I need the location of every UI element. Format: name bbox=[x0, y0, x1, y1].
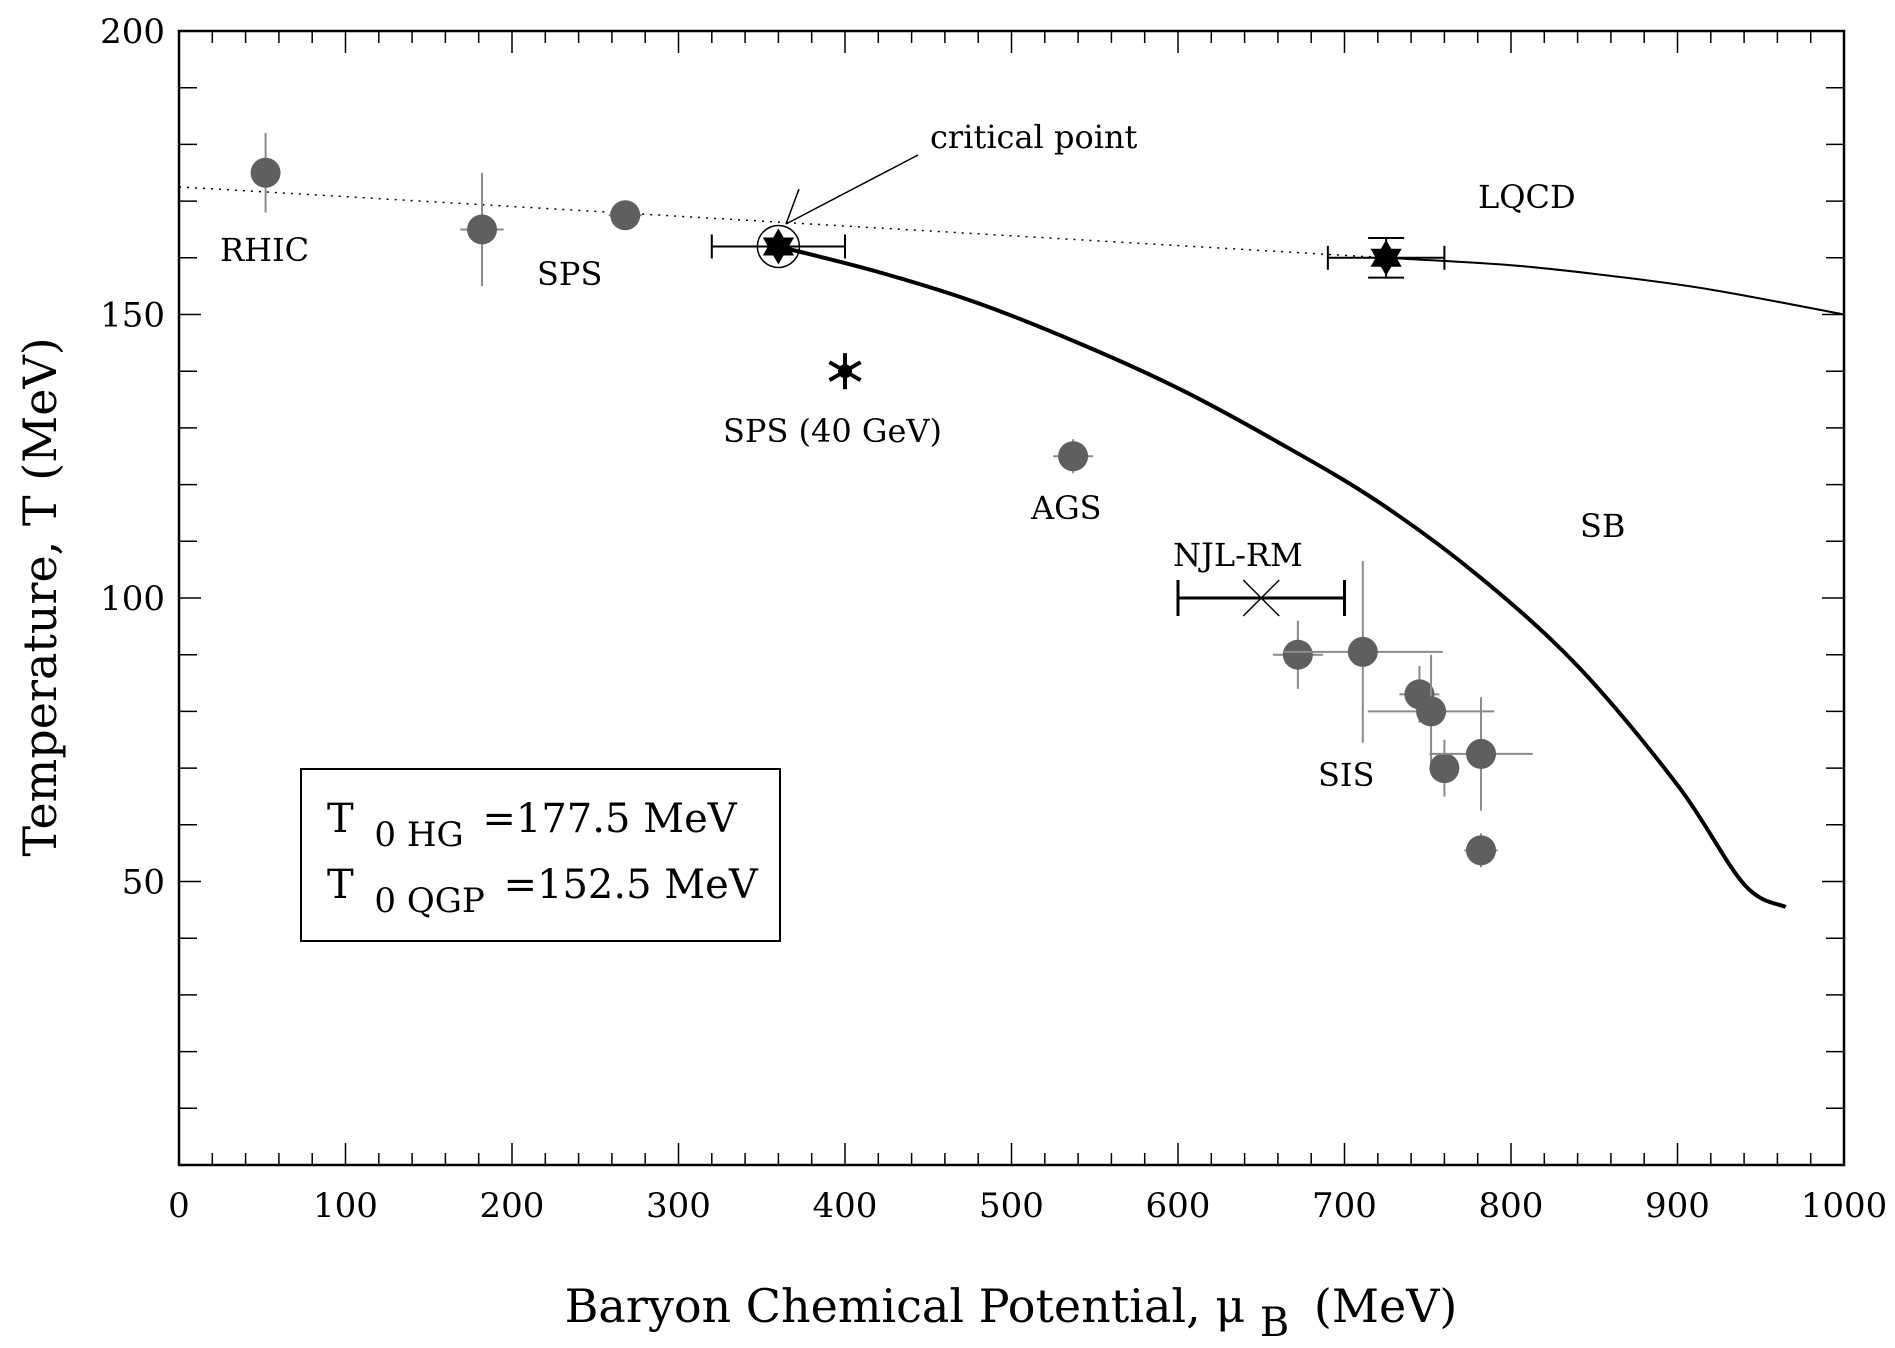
freezeout-point bbox=[1429, 753, 1460, 784]
label-sb: SB bbox=[1580, 507, 1625, 545]
tick-labels: 0 100 200 300 400 500 600 700 800 900 1000 50 100 150… bbox=[100, 12, 1887, 1226]
y-tick-label: 200 bbox=[100, 12, 165, 52]
critical-point-star bbox=[762, 237, 794, 265]
freezeout-point bbox=[1282, 639, 1313, 670]
freezeout-point bbox=[1416, 696, 1447, 727]
x-tick-label: 200 bbox=[480, 1186, 545, 1226]
label-ags: AGS bbox=[1030, 489, 1102, 527]
x-tick-label: 100 bbox=[313, 1186, 378, 1226]
plot-frame bbox=[177, 29, 1846, 1167]
y-tick-label: 150 bbox=[100, 296, 165, 336]
critical-point-star bbox=[1370, 248, 1402, 276]
y-tick-label: 50 bbox=[122, 863, 165, 903]
label-njl: NJL-RM bbox=[1173, 536, 1303, 574]
label-rhic: RHIC bbox=[220, 231, 309, 269]
critical-point-circle bbox=[756, 224, 801, 269]
freezeout-point bbox=[250, 157, 281, 188]
critical-point-arrow bbox=[785, 154, 919, 225]
x-axis-title: Baryon Chemical Potential, μ B (MeV) bbox=[565, 1279, 1458, 1347]
curves bbox=[178, 186, 1845, 909]
freezeout-points bbox=[250, 133, 1533, 868]
freezeout-point bbox=[1058, 441, 1089, 472]
y-tick-label: 100 bbox=[100, 579, 165, 619]
freezeout-point bbox=[1347, 636, 1378, 667]
x-tick-label: 400 bbox=[813, 1186, 878, 1226]
axis-ticks bbox=[178, 31, 1845, 1165]
freezeout-point bbox=[1466, 835, 1497, 866]
njl-rm-cross bbox=[1242, 579, 1280, 617]
lqcd-curve bbox=[1386, 256, 1845, 316]
sps40-asterisk-center bbox=[838, 364, 852, 379]
x-tick-label: 900 bbox=[1645, 1186, 1710, 1226]
legend: T 0 HG =177.5 MeV T 0 QGP =152.5 MeV bbox=[300, 768, 781, 942]
x-tick-label: 1000 bbox=[1801, 1186, 1888, 1226]
x-tick-label: 600 bbox=[1146, 1186, 1211, 1226]
freezeout-point bbox=[610, 200, 641, 231]
label-sps: SPS bbox=[537, 255, 602, 293]
y-axis-title: Temperature, T (MeV) bbox=[13, 337, 67, 856]
x-tick-label: 500 bbox=[979, 1186, 1044, 1226]
critical-point-arrow-tip bbox=[785, 188, 800, 225]
legend-line-qgp: T 0 QGP =152.5 MeV bbox=[327, 862, 759, 922]
legend-box bbox=[300, 768, 781, 942]
freezeout-dotted-line bbox=[178, 186, 1387, 259]
x-tick-label: 0 bbox=[168, 1186, 190, 1226]
special-markers bbox=[710, 224, 1446, 617]
freezeout-point bbox=[1466, 738, 1497, 769]
label-lqcd: LQCD bbox=[1478, 178, 1576, 216]
label-critical-point: critical point bbox=[930, 118, 1138, 156]
x-tick-label: 800 bbox=[1479, 1186, 1544, 1226]
label-sps40: SPS (40 GeV) bbox=[723, 412, 942, 450]
label-sis: SIS bbox=[1318, 756, 1374, 794]
freezeout-point bbox=[467, 214, 498, 245]
x-tick-label: 300 bbox=[646, 1186, 711, 1226]
x-tick-label: 700 bbox=[1312, 1186, 1377, 1226]
legend-line-hg: T 0 HG =177.5 MeV bbox=[327, 796, 738, 856]
sb-curve bbox=[777, 244, 1787, 909]
